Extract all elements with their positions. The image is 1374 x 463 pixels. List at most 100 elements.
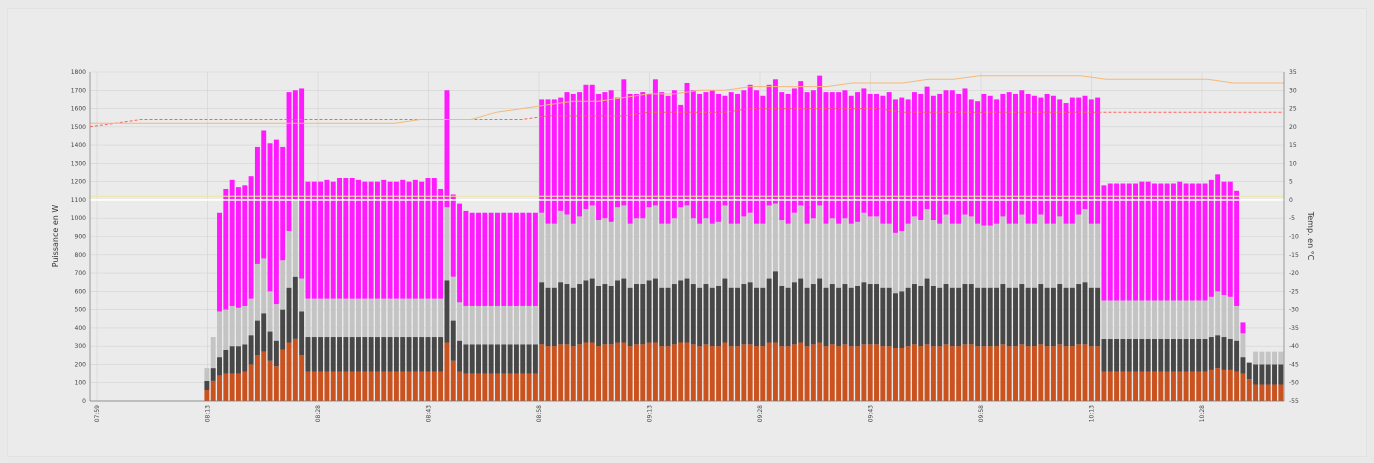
bar-segment	[716, 285, 722, 347]
bar-segment	[311, 298, 317, 338]
bar-segment	[937, 346, 943, 401]
bar-segment	[223, 373, 229, 401]
bar-segment	[229, 373, 235, 401]
bar-segment	[520, 212, 526, 306]
bar-segment	[362, 337, 368, 372]
y2-tick-label: 15	[1289, 142, 1297, 149]
bar-segment	[798, 278, 804, 343]
bar-segment	[981, 346, 987, 401]
bar-segment	[1164, 183, 1170, 301]
bar-segment	[1101, 185, 1107, 301]
bar-segment	[918, 346, 924, 401]
bar-segment	[1000, 344, 1006, 401]
y-tick-label: 600	[75, 288, 87, 295]
bar-segment	[1215, 368, 1221, 401]
bar-segment	[1189, 300, 1195, 339]
bar-segment	[684, 82, 690, 206]
right-axis-ticks: -55-50-45-40-35-30-25-20-15-10-505101520…	[1289, 69, 1299, 405]
bar-segment	[1000, 93, 1006, 217]
bar-segment	[1183, 338, 1189, 372]
bar-segment	[570, 93, 576, 224]
bar-segment	[728, 287, 734, 347]
power-temperature-chart: 0100200300400500600700800900100011001200…	[51, 69, 1315, 422]
bar-segment	[1126, 183, 1132, 301]
bar-segment	[469, 305, 475, 345]
bar-segment	[450, 276, 456, 321]
bar-segment	[943, 90, 949, 215]
bar-segment	[273, 340, 279, 367]
bar-segment	[596, 93, 602, 221]
bar-segment	[570, 287, 576, 347]
y-tick-label: 1700	[71, 87, 86, 94]
bar-segment	[918, 93, 924, 221]
bar-segment	[633, 93, 639, 219]
bar-segment	[716, 93, 722, 222]
bar-segment	[1196, 300, 1202, 339]
bar-segment	[956, 93, 962, 224]
bar-segment	[1139, 300, 1145, 339]
bar-segment	[539, 99, 545, 213]
bar-segment	[1158, 338, 1164, 372]
y-tick-label: 700	[75, 270, 87, 277]
bar-segment	[943, 344, 949, 401]
bar-segment	[1114, 338, 1120, 372]
y-tick-label: 500	[75, 307, 87, 314]
bar-segment	[766, 278, 772, 343]
bar-segment	[577, 216, 583, 285]
bar-segment	[1246, 362, 1252, 380]
bar-segment	[735, 93, 741, 224]
bar-segment	[1025, 346, 1031, 401]
bar-segment	[318, 337, 324, 372]
bar-segment	[362, 371, 368, 401]
bar-segment	[412, 371, 418, 401]
bar-segment	[539, 212, 545, 283]
bar-segment	[665, 223, 671, 288]
bar-segment	[994, 223, 1000, 288]
bar-segment	[1221, 337, 1227, 370]
bar-segment	[968, 284, 974, 345]
bar-segment	[1145, 300, 1151, 339]
bar-segment	[349, 337, 355, 372]
bar-segment	[1208, 369, 1214, 401]
bar-segment	[223, 349, 229, 374]
bar-segment	[406, 298, 412, 338]
bar-segment	[1069, 287, 1075, 347]
bar-segment	[1025, 223, 1031, 288]
bar-segment	[425, 337, 431, 372]
bar-segment	[602, 92, 608, 219]
bar-segment	[343, 371, 349, 401]
bar-segment	[728, 346, 734, 401]
bar-segment	[640, 92, 646, 219]
bar-segment	[652, 278, 658, 343]
bar-segment	[305, 371, 311, 401]
bar-segment	[924, 344, 930, 401]
y2-tick-label: 25	[1289, 106, 1297, 113]
bar-segment	[507, 212, 513, 306]
bar-segment	[615, 207, 620, 281]
bar-segment	[488, 344, 494, 374]
bar-segment	[526, 212, 532, 306]
bar-segment	[987, 287, 993, 347]
bar-segment	[1196, 183, 1202, 301]
bar-segment	[457, 340, 463, 372]
bar-segment	[1050, 95, 1056, 224]
bar-segment	[627, 223, 633, 288]
bar-segment	[292, 90, 298, 200]
bar-segment	[608, 90, 614, 222]
bar-segment	[1170, 371, 1176, 401]
bar-segment	[1095, 97, 1101, 224]
bar-segment	[905, 287, 911, 347]
bar-segment	[747, 282, 753, 345]
bar-segment	[836, 287, 842, 347]
bar-segment	[450, 320, 456, 361]
bar-segment	[665, 287, 671, 347]
bar-segment	[210, 337, 216, 369]
bar-segment	[217, 311, 222, 358]
x-tick-label: 09:13	[647, 405, 654, 422]
bar-segment	[646, 280, 652, 343]
bar-segment	[1126, 371, 1132, 401]
bar-segment	[1259, 384, 1265, 401]
y-tick-label: 1400	[71, 142, 86, 149]
bar-segment	[1221, 181, 1227, 295]
bar-segment	[602, 344, 608, 401]
